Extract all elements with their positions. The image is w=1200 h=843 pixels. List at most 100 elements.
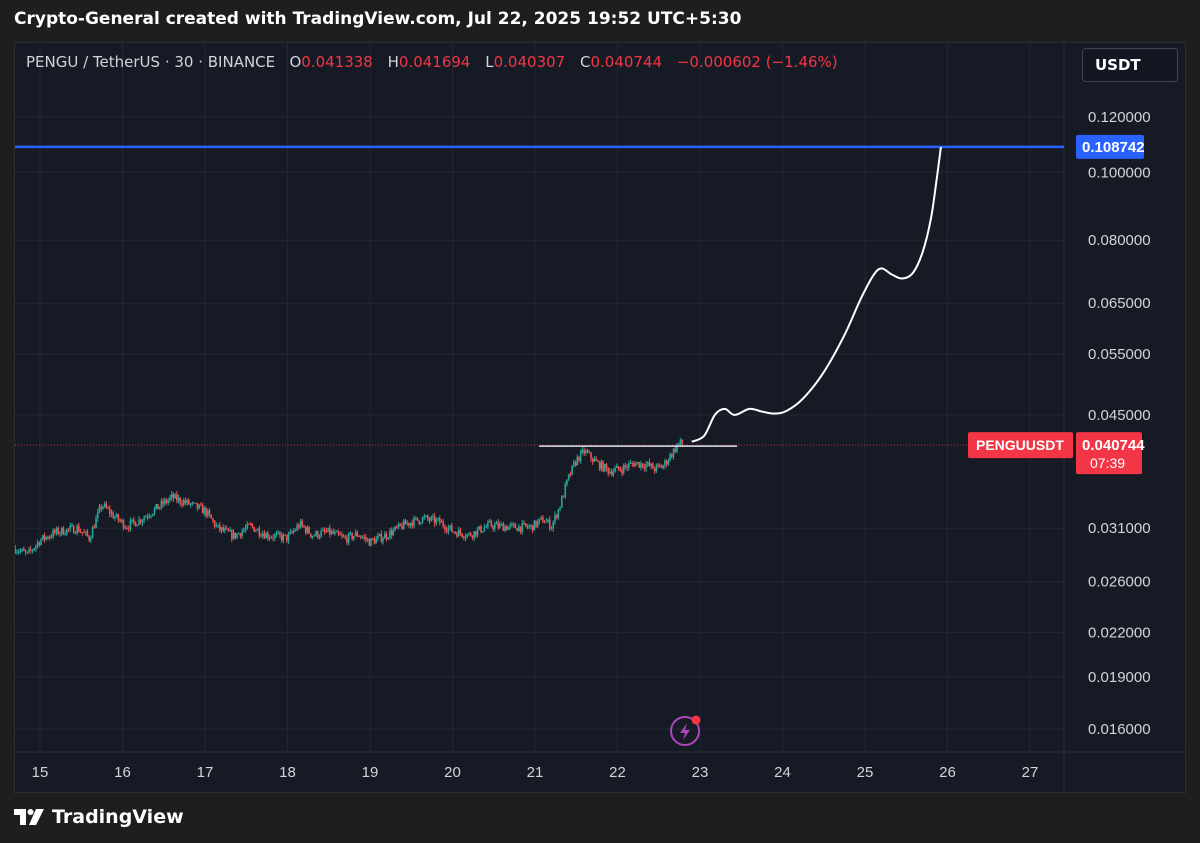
candle-body	[561, 496, 563, 508]
candle-body	[296, 525, 298, 531]
candle-body	[359, 536, 362, 538]
candle-body	[514, 524, 517, 529]
candle-body	[169, 497, 171, 501]
candle-body	[59, 532, 61, 534]
candle-body	[428, 518, 431, 521]
candle-body	[418, 520, 420, 524]
candle-body	[390, 530, 393, 536]
candle-body	[237, 533, 240, 535]
candle-body	[119, 520, 121, 522]
candle-body	[555, 514, 558, 518]
candle-body	[186, 499, 188, 503]
candle-body	[433, 516, 436, 524]
candle-body	[579, 451, 582, 461]
candle-body	[15, 548, 17, 553]
candle-body	[322, 529, 324, 532]
candle-body	[220, 527, 223, 531]
candle-body	[468, 533, 470, 535]
candle-body	[148, 516, 151, 518]
candle-body	[383, 533, 386, 539]
candle-body	[597, 460, 599, 462]
candle-body	[581, 449, 584, 452]
candle-body	[24, 550, 27, 552]
candle-body	[452, 531, 455, 533]
candle-body	[33, 548, 35, 551]
candle-body	[40, 539, 42, 545]
candle-body	[325, 531, 328, 533]
candle-body	[475, 531, 477, 536]
price-tick-label: 0.016000	[1088, 721, 1151, 738]
candle-body	[437, 518, 439, 520]
candle-body	[548, 519, 551, 530]
candle-body	[633, 463, 635, 467]
candle-body	[671, 454, 673, 457]
candle-body	[444, 526, 446, 530]
candle-body	[425, 515, 427, 517]
candle-body	[138, 519, 140, 525]
symbol-label: PENGUUSDT	[976, 437, 1064, 453]
candle-body	[194, 502, 197, 504]
candle-body	[495, 522, 498, 525]
candle-body	[519, 526, 522, 532]
candle-body	[83, 532, 85, 534]
projection-curve[interactable]	[691, 146, 942, 443]
candle-body	[344, 536, 347, 538]
tradingview-logo-icon	[14, 809, 44, 825]
candle-body	[610, 471, 613, 475]
candle-body	[657, 464, 659, 466]
candle-body	[313, 535, 316, 537]
candle-body	[506, 526, 508, 530]
candle-body	[622, 465, 625, 473]
candle-body	[292, 530, 295, 533]
candle-body	[310, 533, 312, 537]
candle-body	[184, 500, 187, 503]
open-key: O	[289, 53, 302, 71]
candle-body	[603, 464, 606, 472]
candle-body	[205, 507, 207, 516]
candle-body	[447, 527, 450, 532]
candle-body	[394, 526, 396, 530]
candle-body	[499, 524, 501, 528]
candle-body	[71, 525, 73, 527]
candle-body	[536, 521, 539, 527]
candle-body	[677, 442, 680, 446]
chart-caption: Crypto-General created with TradingView.…	[14, 9, 742, 29]
candle-body	[347, 533, 350, 543]
candle-body	[451, 525, 453, 532]
candle-body	[385, 533, 388, 539]
candle-body	[414, 517, 417, 519]
candle-body	[38, 542, 41, 545]
candle-body	[232, 532, 235, 539]
candle-body	[461, 533, 463, 537]
candle-body	[526, 526, 529, 528]
price-chart[interactable]: 0.120000 0.100000 0.080000 0.065000 0.055000…	[15, 43, 1185, 792]
candle-body	[236, 533, 238, 538]
candle-body	[78, 525, 80, 532]
candle-body	[86, 531, 89, 536]
candle-body	[533, 520, 536, 531]
candle-body	[471, 535, 474, 538]
candle-body	[674, 448, 677, 452]
candle-body	[430, 517, 432, 521]
candle-body	[258, 528, 261, 536]
currency-button[interactable]: USDT	[1082, 48, 1178, 82]
symbol-label[interactable]: PENGU / TetherUS · 30 · BINANCE	[26, 53, 276, 71]
candle-body	[298, 525, 300, 528]
candle-body	[145, 516, 147, 518]
candle-body	[210, 514, 212, 519]
candle-body	[196, 503, 199, 509]
candle-body	[218, 524, 221, 531]
candle-body	[48, 536, 51, 539]
candle-body	[665, 460, 668, 465]
tradingview-branding: TradingView	[14, 806, 184, 828]
candle-body	[404, 520, 407, 525]
chart-panel[interactable]: 0.120000 0.100000 0.080000 0.065000 0.055000…	[14, 42, 1186, 793]
lightning-alert-icon[interactable]	[670, 716, 700, 746]
candle-body	[351, 533, 353, 540]
candle-body	[217, 524, 219, 526]
time-tick-label: 21	[527, 764, 544, 781]
candle-body	[23, 549, 25, 551]
candle-body	[497, 522, 500, 528]
time-tick-label: 25	[857, 764, 874, 781]
candle-body	[225, 528, 228, 530]
